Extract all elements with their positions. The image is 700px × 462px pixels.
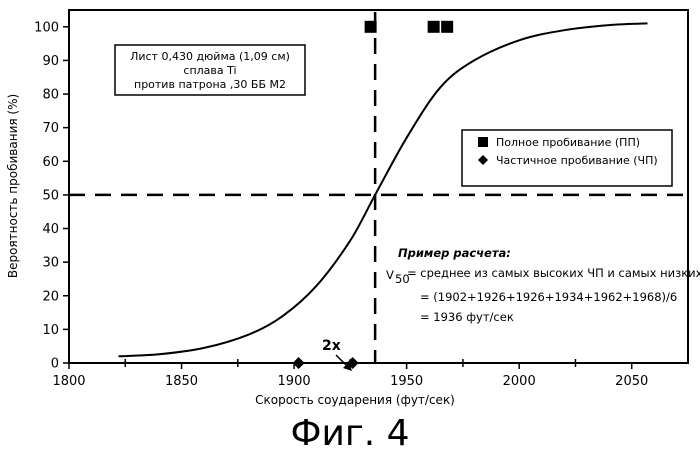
info-box-line-2: сплава Ti: [183, 64, 236, 77]
y-tick-label: 60: [42, 155, 59, 170]
calc-title: Пример расчета:: [398, 246, 511, 260]
x-tick-label: 1800: [52, 374, 85, 389]
y-tick-label: 50: [42, 188, 59, 203]
annotation-2x: 2x: [322, 338, 352, 371]
x-tick-label: 2050: [615, 374, 648, 389]
y-tick-label: 20: [42, 289, 59, 304]
x-tick-label: 1850: [165, 374, 198, 389]
info-box-line-1: Лист 0,430 дюйма (1,09 см): [130, 50, 290, 63]
y-tick-label: 70: [42, 121, 59, 136]
y-tick-label: 10: [42, 323, 59, 338]
x-tick-label: 2000: [503, 374, 536, 389]
calc-line-2: = (1902+1926+1926+1934+1962+1968)/6: [420, 290, 677, 304]
legend-label-full: Полное пробивание (ПП): [496, 136, 640, 149]
y-tick-label: 30: [42, 256, 59, 271]
calc-line-1: = среднее из самых высоких ЧП и самых ни…: [407, 266, 700, 280]
y-tick-label: 40: [42, 222, 59, 237]
calc-example: Пример расчета: V 50 = среднее из самых …: [386, 246, 700, 324]
y-axis-ticks: 0 10 20 30 40 50 60 70 80 90 100: [34, 20, 69, 371]
x-tick-label: 1900: [278, 374, 311, 389]
y-tick-label: 100: [34, 20, 59, 35]
y-axis-title: Вероятность пробивания (%): [6, 94, 20, 278]
legend: Полное пробивание (ПП) Частичное пробива…: [462, 130, 672, 186]
y-tick-label: 0: [51, 357, 59, 372]
x-axis-title: Скорость соударения (фут/сек): [255, 393, 455, 407]
calc-line-3: = 1936 фут/сек: [420, 310, 514, 324]
calc-v-symbol: V: [386, 268, 394, 282]
y-tick-label: 80: [42, 88, 59, 103]
info-box-line-3: против патрона ,30 ББ М2: [134, 78, 286, 91]
legend-square-icon: [478, 137, 488, 147]
legend-label-partial: Частичное пробивание (ЧП): [496, 154, 658, 167]
full-penetration-marker: [365, 21, 377, 33]
full-penetration-marker: [428, 21, 440, 33]
y-tick-label: 90: [42, 54, 59, 69]
info-box: Лист 0,430 дюйма (1,09 см) сплава Ti про…: [115, 45, 305, 95]
full-penetration-marker: [441, 21, 453, 33]
x-tick-label: 1950: [390, 374, 423, 389]
chart: 0 10 20 30 40 50 60 70 80 90 100 1800 1850 1900 1950 2…: [0, 0, 700, 412]
figure-caption: Фиг. 4: [0, 412, 700, 456]
annotation-2x-label: 2x: [322, 338, 341, 354]
